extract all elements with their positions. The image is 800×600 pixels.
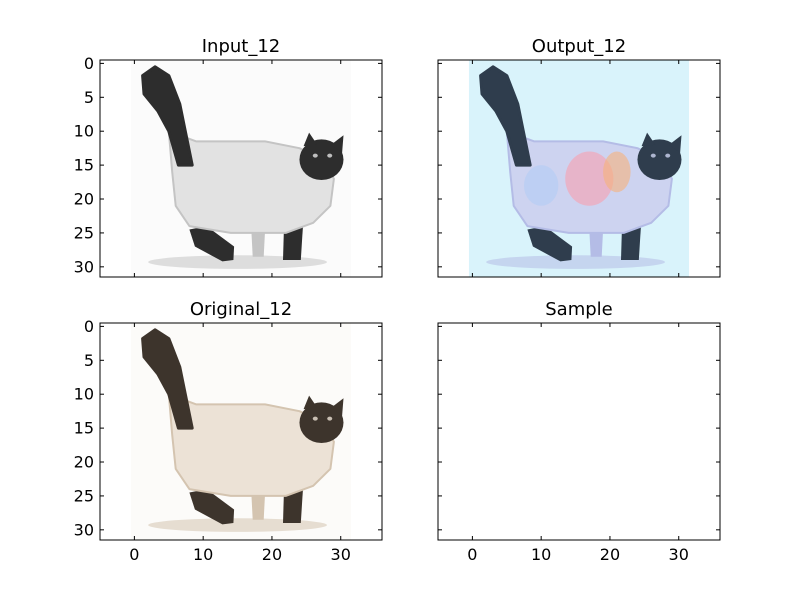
y-tick-label: 15 xyxy=(74,156,94,175)
cat-tail xyxy=(141,328,194,430)
cat-eye-left xyxy=(312,153,318,158)
axes-frame xyxy=(99,59,383,278)
cat-eye-left xyxy=(312,416,318,421)
axes-panel-1: Input_12 0 5 10 15 20 25 30 xyxy=(74,36,383,278)
cat-mid-leg xyxy=(251,229,266,257)
cat-back-leg xyxy=(189,489,235,525)
cat-mid-leg xyxy=(251,492,266,520)
x-tick-label: 20 xyxy=(600,545,620,564)
x-tick-label: 10 xyxy=(531,545,551,564)
cat-head xyxy=(299,139,344,181)
cat-back-leg xyxy=(527,226,573,262)
y-tick-label: 5 xyxy=(84,88,94,107)
x-tick-label: 10 xyxy=(193,545,213,564)
y-tick-label: 10 xyxy=(74,122,94,141)
panel-image xyxy=(130,323,352,540)
axes-panel-2: Output_12 xyxy=(437,36,721,278)
panel-title: Original_12 xyxy=(190,299,292,320)
x-tick-label: 30 xyxy=(669,545,689,564)
cat-body xyxy=(167,393,335,497)
panel-title: Sample xyxy=(545,299,613,320)
cat-ear-left xyxy=(641,132,656,147)
y-tick-label: 25 xyxy=(74,223,94,242)
cat-eye-right xyxy=(665,153,671,158)
cat-body xyxy=(167,130,335,234)
panel-title: Input_12 xyxy=(202,36,281,57)
y-tick-label: 20 xyxy=(74,453,94,472)
cat-shadow xyxy=(148,255,327,269)
cat-back-leg xyxy=(189,226,235,262)
cat-ear-right xyxy=(331,135,344,153)
cat-ear-right xyxy=(331,398,344,416)
axes-panel-4: Sample 0 10 20 30 xyxy=(437,299,721,564)
x-tick-label: 0 xyxy=(129,545,139,564)
color-artifact-pink xyxy=(565,151,614,206)
cat-eye-left xyxy=(650,153,656,158)
panel-image xyxy=(468,60,690,277)
axes-panel-3: Original_12 0 10 20 30 0 5 10 15 20 25 30 xyxy=(74,299,383,564)
cat-shadow xyxy=(486,255,665,269)
cat-mid-leg xyxy=(589,229,604,257)
cat-head xyxy=(299,402,344,444)
axes-frame xyxy=(437,59,721,278)
y-tick-label: 20 xyxy=(74,190,94,209)
cat-ear-left xyxy=(303,132,318,147)
axes-frame xyxy=(99,322,383,541)
cat-ear-left xyxy=(303,395,318,410)
cat-shadow xyxy=(148,518,327,532)
cat-tail xyxy=(141,65,194,167)
cat-head xyxy=(637,139,682,181)
y-tick-label: 0 xyxy=(84,54,94,73)
panel-title: Output_12 xyxy=(532,36,626,57)
x-tick-label: 20 xyxy=(262,545,282,564)
y-tick-label: 30 xyxy=(74,520,94,539)
color-artifact-orange xyxy=(603,151,631,193)
y-tick-label: 30 xyxy=(74,257,94,276)
cat-eye-right xyxy=(327,416,333,421)
cat-tail xyxy=(479,65,532,167)
cat-ear-right xyxy=(669,135,682,153)
y-tick-label: 15 xyxy=(74,419,94,438)
panel-image xyxy=(130,60,352,277)
color-artifact-blue xyxy=(523,165,559,206)
y-tick-label: 0 xyxy=(84,317,94,336)
x-tick-label: 30 xyxy=(331,545,351,564)
cat-eye-right xyxy=(327,153,333,158)
y-tick-label: 25 xyxy=(74,486,94,505)
axes-frame xyxy=(437,322,721,541)
y-tick-label: 5 xyxy=(84,351,94,370)
x-tick-label: 0 xyxy=(467,545,477,564)
y-tick-label: 10 xyxy=(74,385,94,404)
